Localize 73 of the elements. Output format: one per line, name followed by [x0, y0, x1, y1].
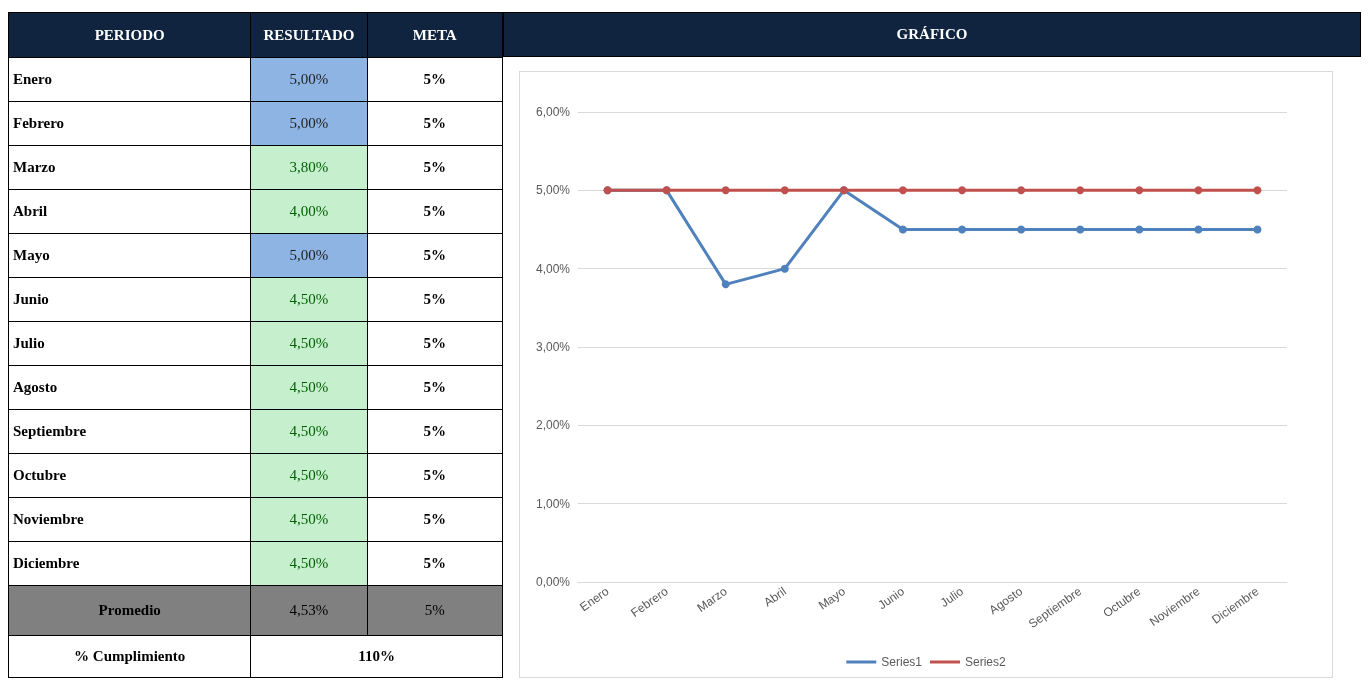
- point: [780, 264, 789, 273]
- text: RESULTADO: [250, 12, 368, 58]
- text: 5%: [367, 145, 503, 190]
- y-tick-label: 0,00%: [535, 575, 571, 589]
- x-tick-label: Julio: [937, 584, 967, 610]
- text: 4,00%: [250, 189, 368, 234]
- text: 5,00%: [250, 233, 368, 278]
- point: [1135, 186, 1144, 195]
- point: [1253, 225, 1262, 234]
- text: 110%: [250, 635, 503, 678]
- point: [1017, 225, 1026, 234]
- text: 4,50%: [250, 453, 368, 498]
- text: 5%: [367, 541, 503, 586]
- text: 4,50%: [250, 277, 368, 322]
- point: [958, 186, 967, 195]
- text: 4,50%: [250, 541, 368, 586]
- text: 5%: [367, 409, 503, 454]
- point: [1194, 186, 1203, 195]
- text: 4,50%: [250, 409, 368, 454]
- text: 5,00%: [250, 101, 368, 146]
- text: 5%: [367, 101, 503, 146]
- y-tick-label: 1,00%: [535, 496, 571, 511]
- point: [721, 280, 730, 289]
- text: 5%: [367, 189, 503, 234]
- text: % Cumplimiento: [8, 635, 251, 678]
- text: Septiembre: [8, 409, 251, 454]
- text: PERIODO: [8, 12, 251, 58]
- point: [1194, 225, 1203, 234]
- text: 5%: [367, 365, 503, 410]
- text: 5%: [367, 497, 503, 542]
- point: [898, 186, 907, 195]
- text: 4,50%: [250, 497, 368, 542]
- y-tick-label: 5,00%: [535, 183, 571, 198]
- text: META: [367, 12, 503, 58]
- y-tick-label: 3,00%: [535, 340, 571, 354]
- text: 4,53%: [250, 585, 368, 636]
- text: Febrero: [8, 101, 251, 146]
- text: 5%: [367, 453, 503, 498]
- text: Junio: [8, 277, 251, 322]
- text: Enero: [8, 57, 251, 102]
- text: 4,50%: [250, 321, 368, 366]
- text: 5%: [367, 277, 503, 322]
- point: [1076, 225, 1085, 234]
- text: Abril: [8, 189, 251, 234]
- point: [1017, 186, 1026, 195]
- point: [1253, 186, 1262, 195]
- text: 5%: [367, 233, 503, 278]
- y-tick-label: 2,00%: [535, 418, 571, 433]
- text: Agosto: [8, 365, 251, 410]
- text: 3,80%: [250, 145, 368, 190]
- legend-label: Series1: [881, 655, 923, 669]
- text: Octubre: [8, 453, 251, 498]
- text: Julio: [8, 321, 251, 366]
- point: [721, 186, 730, 195]
- text: 5,00%: [250, 57, 368, 102]
- point: [898, 225, 907, 234]
- chart-title: GRÁFICO: [503, 12, 1361, 57]
- legend-label: Series2: [965, 655, 1007, 669]
- point: [958, 225, 967, 234]
- text: 5%: [367, 585, 503, 636]
- point: [1076, 186, 1085, 195]
- text: Promedio: [8, 585, 251, 636]
- point: [780, 186, 789, 195]
- text: 4,50%: [250, 365, 368, 410]
- text: 5%: [367, 57, 503, 102]
- y-tick-label: 4,00%: [535, 261, 571, 276]
- text: 5%: [367, 321, 503, 366]
- text: Marzo: [8, 145, 251, 190]
- text: Noviembre: [8, 497, 251, 542]
- x-tick-label: Junio: [875, 584, 908, 613]
- text: Mayo: [8, 233, 251, 278]
- y-tick-label: 6,00%: [535, 105, 571, 119]
- point: [1135, 225, 1144, 234]
